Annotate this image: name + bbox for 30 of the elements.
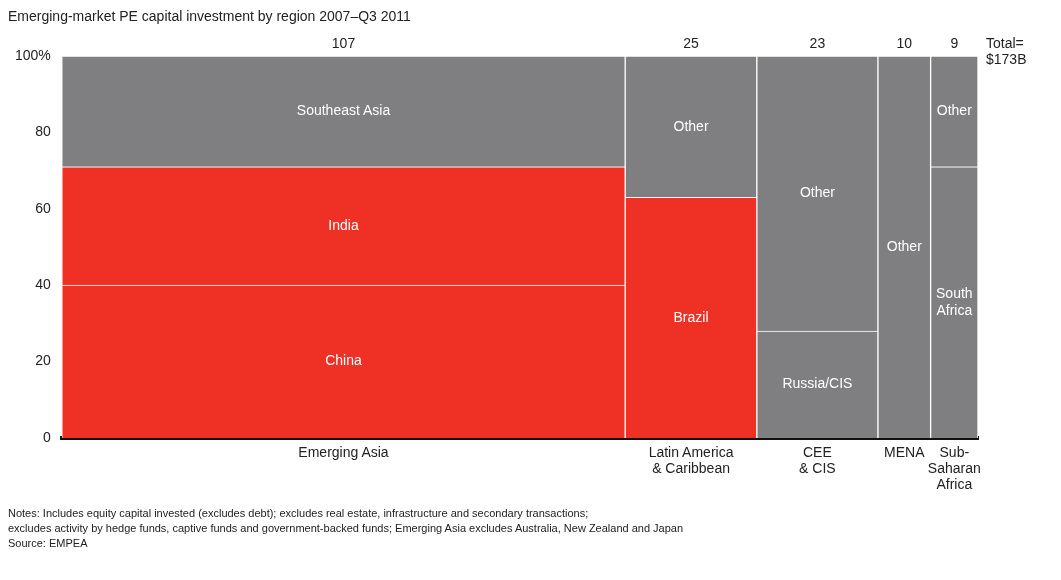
data-label: India	[328, 216, 359, 233]
annotation: 23	[809, 34, 826, 51]
data-label: Other	[799, 184, 836, 201]
data-label: Other	[936, 102, 973, 119]
data-label: China	[325, 352, 363, 369]
annotation: 107	[331, 34, 356, 51]
x-tick-label: Sub- Saharan Africa	[927, 443, 981, 492]
annotation: 10	[896, 34, 913, 51]
y-tick-label: 20	[35, 352, 52, 369]
data-label: Other	[673, 117, 709, 134]
y-tick-label: 60	[35, 199, 52, 216]
x-tick-label: CEE & CIS	[799, 443, 836, 476]
x-tick-label: Latin America & Caribbean	[648, 443, 734, 476]
source-note: Source: EMPEA	[8, 536, 89, 551]
y-tick-label: 40	[35, 276, 52, 293]
data-label: South Africa	[936, 284, 973, 318]
annotation: 25	[683, 34, 700, 51]
data-label: Southeast Asia	[296, 102, 391, 119]
x-tick-label: MENA	[884, 443, 926, 460]
data-label: Russia/CIS	[782, 375, 853, 392]
y-tick-label: 100%	[14, 46, 51, 63]
y-tick-label: 0	[43, 428, 52, 445]
data-label: Other	[886, 237, 923, 254]
data-label: Brazil	[673, 308, 709, 325]
chart-title: Emerging-market PE capital investment by region 2007–Q3 2011	[8, 8, 412, 24]
annotation: 9	[950, 34, 959, 51]
text: Total= $173B	[986, 34, 1027, 67]
text: Notes: Includes equity capital invested (excludes debt); excludes real estate, infrastructure and secondary transactions; excludes activity by hedge funds, captive funds and government-backed funds; Emerging Asia excludes Australia, New Zealand and Japan	[8, 506, 685, 536]
y-tick-label: 80	[35, 123, 52, 140]
x-tick-label: Emerging Asia	[298, 443, 389, 460]
